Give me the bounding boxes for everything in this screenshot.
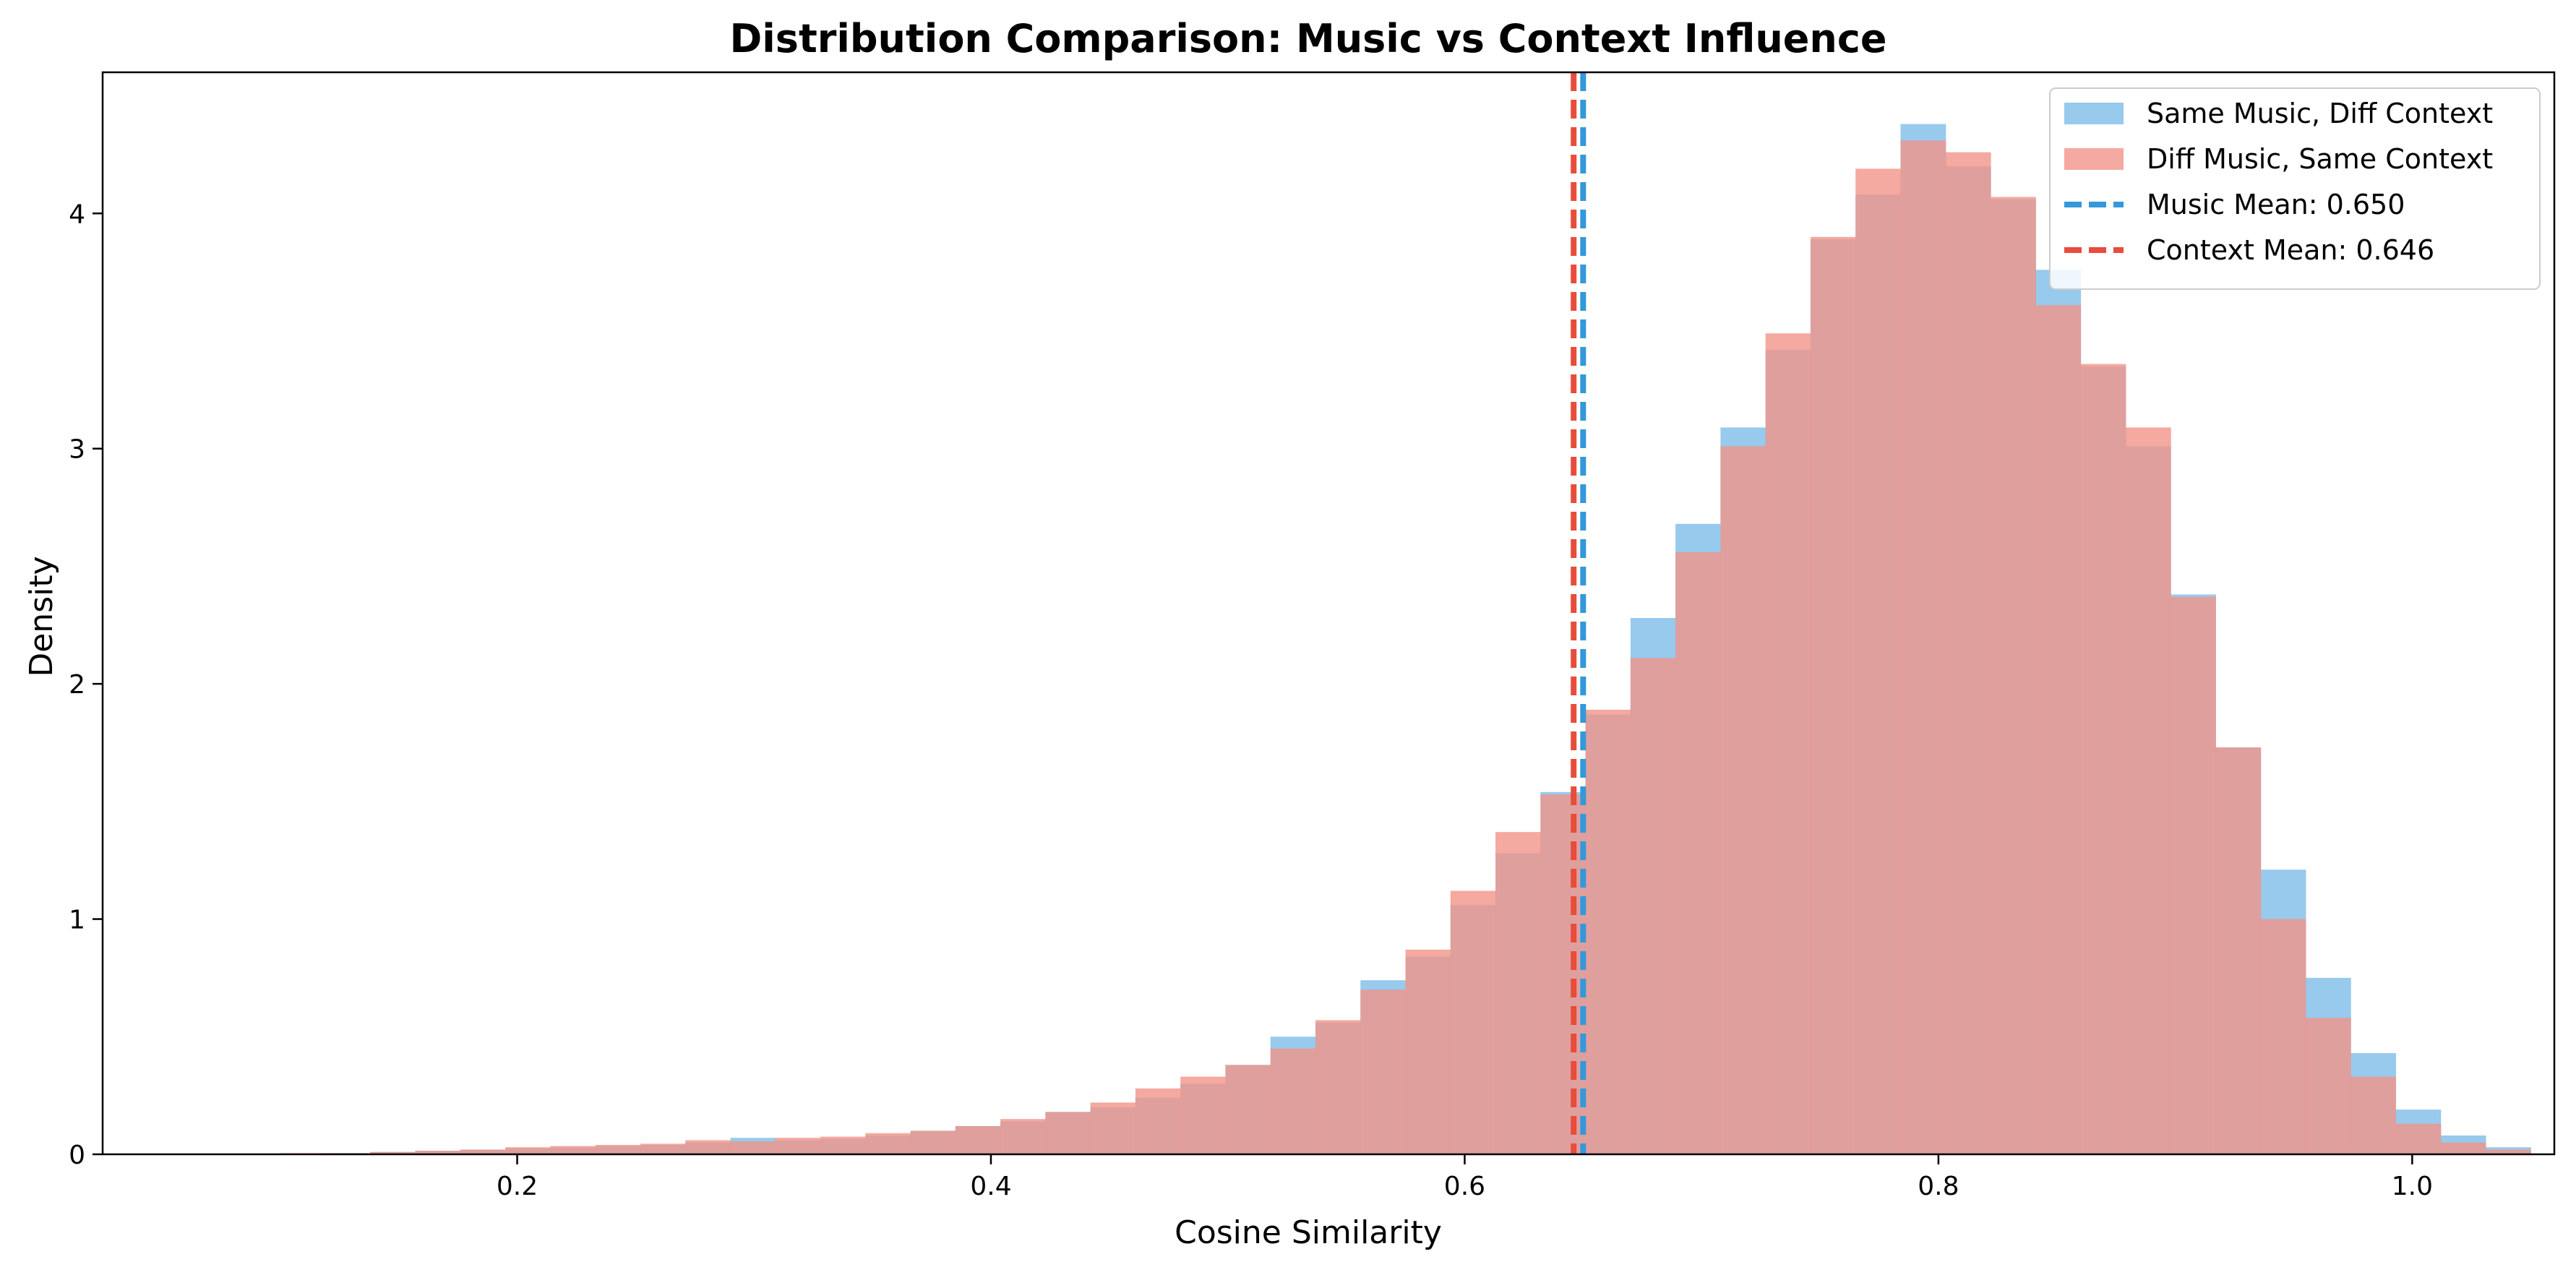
legend-box <box>2049 87 2541 290</box>
bar-context-6 <box>550 1146 596 1154</box>
y-tick-label-4: 4 <box>69 199 85 229</box>
y-axis-ticks: 0 1 2 3 4 <box>69 199 103 1170</box>
bar-context-31 <box>1675 551 1721 1154</box>
x-tick-label-1: 0.4 <box>970 1172 1011 1201</box>
y-tick-label-0: 0 <box>69 1141 85 1170</box>
bar-context-23 <box>1315 1020 1361 1154</box>
bar-context-5 <box>505 1147 551 1154</box>
bar-context-36 <box>1900 140 1946 1154</box>
legend-label-diff-music-same-context: Diff Music, Same Context <box>2147 143 2493 175</box>
bar-context-10 <box>730 1141 776 1154</box>
bar-context-37 <box>1945 152 1991 1154</box>
bar-context-43 <box>2215 747 2262 1154</box>
bar-context-3 <box>415 1151 461 1154</box>
bar-context-17 <box>1045 1112 1091 1154</box>
bar-context-35 <box>1855 168 1902 1155</box>
bar-context-21 <box>1225 1065 1271 1154</box>
bar-context-28 <box>1540 794 1587 1154</box>
bar-context-24 <box>1360 989 1407 1154</box>
bar-context-13 <box>865 1133 911 1154</box>
x-tick-label-2: 0.6 <box>1444 1172 1485 1201</box>
bar-context-47 <box>2395 1123 2442 1154</box>
bar-context-42 <box>2171 596 2216 1154</box>
bar-context-44 <box>2260 919 2306 1154</box>
bar-context-48 <box>2440 1142 2486 1154</box>
legend-label-context-mean-0-646: Context Mean: 0.646 <box>2147 234 2434 266</box>
bar-context-19 <box>1135 1088 1181 1154</box>
bar-context-34 <box>1810 236 1856 1154</box>
legend-label-same-music-diff-context: Same Music, Diff Context <box>2147 98 2493 129</box>
bar-context-11 <box>775 1138 821 1154</box>
mean-lines <box>1571 72 1587 1154</box>
bar-context-39 <box>2035 305 2082 1155</box>
bar-context-7 <box>595 1144 641 1154</box>
plot-area <box>280 72 2531 1155</box>
legend-swatch-diff-music-same-context <box>2064 148 2124 170</box>
bar-context-41 <box>2125 427 2171 1154</box>
y-tick-label-2: 2 <box>69 670 85 700</box>
bar-context-9 <box>685 1140 731 1154</box>
bar-context-15 <box>955 1125 1001 1154</box>
bar-context-33 <box>1765 333 1811 1155</box>
plot-frame <box>101 71 2556 1156</box>
bar-context-49 <box>2485 1149 2531 1154</box>
bar-context-30 <box>1630 658 1676 1154</box>
bar-context-25 <box>1405 949 1451 1154</box>
x-tick-label-0: 0.2 <box>497 1172 538 1201</box>
series-diff-music-bars <box>280 140 2531 1155</box>
y-tick-label-3: 3 <box>69 435 85 465</box>
chart-title: Distribution Comparison: Music vs Contex… <box>729 16 1886 61</box>
bar-context-8 <box>640 1143 686 1154</box>
x-axis-ticks: 0.2 0.4 0.6 0.8 1.0 <box>497 1154 2433 1201</box>
legend: Same Music, Diff Context Diff Music, Same… <box>2049 87 2541 290</box>
y-axis-label: Density <box>23 556 60 677</box>
bar-context-32 <box>1720 446 1766 1154</box>
bar-context-26 <box>1450 890 1496 1154</box>
bar-context-29 <box>1585 709 1631 1154</box>
bar-context-14 <box>910 1130 956 1154</box>
bar-context-2 <box>370 1151 416 1154</box>
bar-context-4 <box>460 1149 506 1154</box>
bar-context-40 <box>2080 364 2126 1154</box>
bar-context-45 <box>2305 1018 2351 1154</box>
bar-context-27 <box>1495 832 1541 1154</box>
legend-label-music-mean-0-650: Music Mean: 0.650 <box>2147 189 2405 220</box>
bar-context-38 <box>1991 197 2036 1155</box>
x-tick-label-4: 1.0 <box>2392 1172 2433 1201</box>
bar-context-16 <box>1000 1119 1046 1154</box>
legend-swatch-same-music-diff-context <box>2064 103 2124 124</box>
bar-context-12 <box>820 1136 866 1154</box>
bar-context-46 <box>2350 1076 2397 1154</box>
bar-context-18 <box>1090 1102 1136 1154</box>
y-tick-label-1: 1 <box>69 906 85 935</box>
bar-context-20 <box>1180 1076 1227 1154</box>
x-axis-label: Cosine Similarity <box>1175 1214 1442 1251</box>
x-tick-label-3: 0.8 <box>1918 1172 1959 1201</box>
bar-context-22 <box>1270 1048 1316 1154</box>
